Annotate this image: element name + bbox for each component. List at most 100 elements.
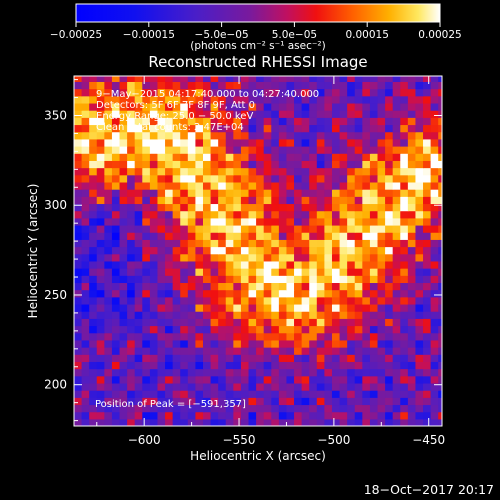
heatmap-cell bbox=[81, 81, 90, 90]
heatmap-cell bbox=[165, 189, 174, 197]
heatmap-cell bbox=[187, 289, 196, 298]
heatmap-cell bbox=[172, 303, 181, 312]
heatmap-cell bbox=[89, 390, 98, 398]
heatmap-cell bbox=[369, 217, 379, 226]
heatmap-cell bbox=[385, 110, 394, 118]
heatmap-cell bbox=[385, 153, 394, 161]
heatmap-cell bbox=[278, 88, 288, 97]
heatmap-cell bbox=[407, 332, 417, 341]
heatmap-cell bbox=[240, 95, 250, 104]
heatmap-cell bbox=[81, 382, 90, 391]
heatmap-cell bbox=[172, 174, 181, 183]
heatmap-cell bbox=[263, 260, 272, 269]
heatmap-cell bbox=[331, 289, 341, 298]
heatmap-cell bbox=[362, 124, 371, 133]
heatmap-cell bbox=[294, 339, 303, 348]
heatmap-cell bbox=[240, 325, 250, 334]
heatmap-cell bbox=[271, 375, 280, 384]
heatmap-cell bbox=[142, 260, 151, 269]
heatmap-cell bbox=[423, 268, 432, 276]
heatmap-cell bbox=[218, 203, 227, 212]
heatmap-cell bbox=[309, 232, 318, 240]
heatmap-cell bbox=[248, 418, 257, 426]
heatmap-cell bbox=[347, 282, 356, 291]
heatmap-cell bbox=[286, 375, 295, 384]
heatmap-cell bbox=[309, 95, 318, 104]
heatmap-cell bbox=[423, 390, 432, 398]
heatmap-cell bbox=[316, 181, 325, 190]
heatmap-cell bbox=[111, 246, 121, 255]
heatmap-cell bbox=[385, 332, 394, 341]
heatmap-cell bbox=[157, 239, 166, 248]
heatmap-cell bbox=[180, 404, 189, 413]
heatmap-cell bbox=[354, 332, 363, 341]
heatmap-cell bbox=[354, 368, 363, 377]
heatmap-cell bbox=[218, 260, 227, 269]
heatmap-cell bbox=[119, 260, 128, 269]
heatmap-cell bbox=[195, 325, 204, 334]
heatmap-cell bbox=[74, 296, 83, 305]
heatmap-cell bbox=[347, 102, 356, 111]
heatmap-cell bbox=[278, 232, 288, 240]
heatmap-cell bbox=[324, 390, 333, 398]
heatmap-cell bbox=[278, 174, 288, 183]
heatmap-cell bbox=[392, 347, 401, 355]
heatmap-cell bbox=[96, 181, 105, 190]
heatmap-cell bbox=[248, 153, 257, 161]
heatmap-cell bbox=[104, 203, 113, 212]
heatmap-cell bbox=[127, 153, 136, 161]
heatmap-cell bbox=[271, 210, 280, 219]
heatmap-cell bbox=[104, 289, 113, 298]
heatmap-cell bbox=[430, 167, 439, 176]
heatmap-cell bbox=[362, 131, 371, 140]
heatmap-cell bbox=[423, 153, 432, 161]
heatmap-cell bbox=[89, 217, 98, 226]
heatmap-cell bbox=[430, 332, 439, 341]
heatmap-cell bbox=[202, 260, 212, 269]
heatmap-cell bbox=[400, 303, 409, 312]
footer-timestamp: 18−Oct−2017 20:17 bbox=[364, 482, 494, 497]
heatmap-cell bbox=[377, 124, 386, 133]
heatmap-cell bbox=[263, 382, 272, 391]
heatmap-cell bbox=[423, 397, 432, 406]
heatmap-cell bbox=[127, 390, 136, 398]
heatmap-cell bbox=[263, 268, 272, 276]
annotation-energy-range: Energy Range: 25.0 − 50.0 keV bbox=[96, 111, 253, 122]
heatmap-cell bbox=[423, 418, 432, 426]
heatmap-cell bbox=[195, 117, 204, 126]
heatmap-cell bbox=[271, 368, 280, 377]
heatmap-cell bbox=[157, 325, 166, 334]
heatmap-cell bbox=[240, 167, 250, 176]
heatmap-cell bbox=[134, 217, 143, 226]
heatmap-cell bbox=[407, 232, 417, 240]
heatmap-cell bbox=[81, 296, 90, 305]
heatmap-cell bbox=[104, 153, 113, 161]
heatmap-cell bbox=[157, 131, 166, 140]
heatmap-cell bbox=[187, 138, 196, 147]
heatmap-cell bbox=[407, 339, 417, 348]
heatmap-cell bbox=[286, 260, 295, 269]
heatmap-cell bbox=[331, 239, 341, 248]
heatmap-cell bbox=[96, 124, 105, 133]
heatmap-cell bbox=[233, 325, 242, 334]
heatmap-cell bbox=[271, 361, 280, 370]
heatmap-cell bbox=[172, 160, 181, 169]
heatmap-cell bbox=[225, 382, 234, 391]
heatmap-cell bbox=[278, 253, 288, 262]
heatmap-cell bbox=[142, 217, 151, 226]
heatmap-cell bbox=[240, 189, 250, 197]
heatmap-cell bbox=[430, 246, 439, 255]
heatmap-cell bbox=[96, 117, 105, 126]
heatmap-cell bbox=[74, 382, 83, 391]
heatmap-cell bbox=[134, 110, 143, 118]
heatmap-cell bbox=[218, 303, 227, 312]
heatmap-cell bbox=[89, 382, 98, 391]
heatmap-cell bbox=[392, 418, 401, 426]
heatmap-cell bbox=[157, 232, 166, 240]
heatmap-cell bbox=[127, 332, 136, 341]
heatmap-cell bbox=[423, 354, 432, 362]
heatmap-cell bbox=[271, 167, 280, 176]
heatmap-cell bbox=[278, 318, 288, 327]
heatmap-cell bbox=[271, 303, 280, 312]
heatmap-cell bbox=[400, 174, 409, 183]
